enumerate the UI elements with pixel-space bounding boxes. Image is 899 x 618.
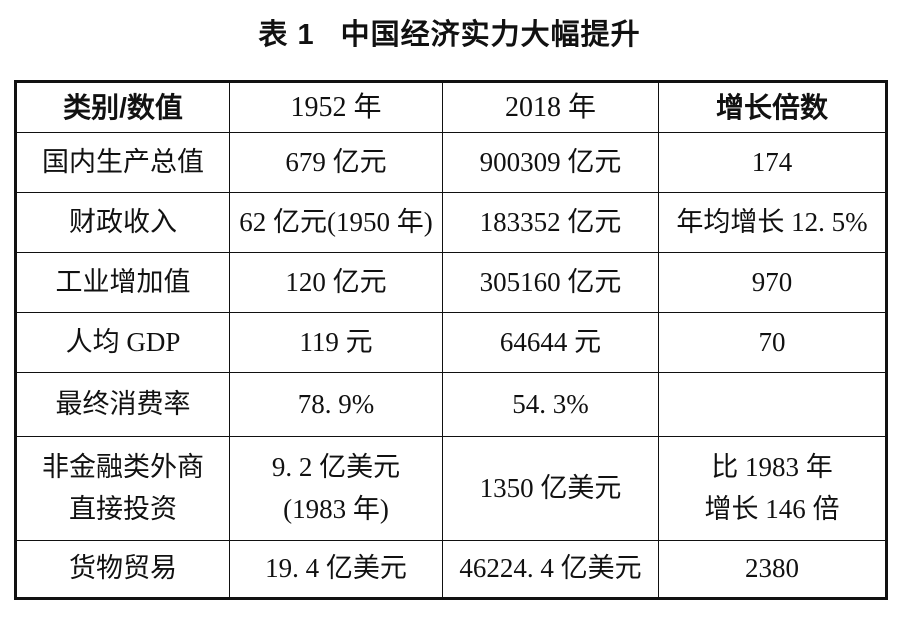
cell-2018: 183352 亿元 xyxy=(442,192,659,253)
table-header-row: 类别/数值 1952 年 2018 年增长倍数 xyxy=(15,81,887,133)
cell-growth: 70 xyxy=(658,312,887,373)
table-number-label: 表 1 xyxy=(258,19,315,51)
cell-category: 非金融类外商 直接投资 xyxy=(15,436,230,541)
column-header-1: 1952 年 xyxy=(229,81,443,133)
cell-growth: 970 xyxy=(658,252,887,313)
table-title-text: 中国经济实力大幅提升 xyxy=(340,19,641,51)
cell-growth xyxy=(658,372,887,437)
cell-1952: 9. 2 亿美元 (1983 年) xyxy=(229,436,443,541)
cell-1952: 62 亿元(1950 年) xyxy=(229,192,443,253)
table-row: 工业增加值 120 亿元 305160 亿元 970 xyxy=(15,252,887,313)
economy-comparison-table: 类别/数值 1952 年 2018 年增长倍数 国内生产总值 679 亿元 9003… xyxy=(14,80,888,600)
table-row: 人均 GDP 119 元 64644 元 70 xyxy=(15,312,887,373)
cell-1952: 679 亿元 xyxy=(229,132,443,193)
cell-category: 货物贸易 xyxy=(15,540,230,599)
cell-growth: 年均增长 12. 5% xyxy=(658,192,887,253)
cell-1952: 119 元 xyxy=(229,312,443,373)
cell-2018: 305160 亿元 xyxy=(442,252,659,313)
cell-2018: 64644 元 xyxy=(442,312,659,373)
cell-category: 财政收入 xyxy=(15,192,230,253)
cell-category: 人均 GDP xyxy=(15,312,230,373)
cell-1952: 19. 4 亿美元 xyxy=(229,540,443,599)
column-header-0: 类别/数值 xyxy=(15,81,230,133)
table-row: 非金融类外商 直接投资 9. 2 亿美元 (1983 年) 1350 亿美元 比… xyxy=(15,436,887,541)
cell-category: 最终消费率 xyxy=(15,372,230,437)
cell-growth: 2380 xyxy=(658,540,887,599)
cell-1952: 120 亿元 xyxy=(229,252,443,313)
cell-2018: 900309 亿元 xyxy=(442,132,659,193)
table-title: 表 1 中国经济实力大幅提升 xyxy=(0,16,899,54)
table-row: 国内生产总值 679 亿元 900309 亿元 174 xyxy=(15,132,887,193)
column-header-3: 增长倍数 xyxy=(658,81,887,133)
cell-growth: 174 xyxy=(658,132,887,193)
cell-1952: 78. 9% xyxy=(229,372,443,437)
cell-category: 国内生产总值 xyxy=(15,132,230,193)
table-row: 最终消费率 78. 9% 54. 3% xyxy=(15,372,887,437)
cell-category: 工业增加值 xyxy=(15,252,230,313)
cell-2018: 54. 3% xyxy=(442,372,659,437)
cell-2018: 1350 亿美元 xyxy=(442,436,659,541)
table-row: 财政收入 62 亿元(1950 年) 183352 亿元 年均增长 12. 5% xyxy=(15,192,887,253)
cell-growth: 比 1983 年 增长 146 倍 xyxy=(658,436,887,541)
cell-2018: 46224. 4 亿美元 xyxy=(442,540,659,599)
column-header-2: 2018 年 xyxy=(442,81,659,133)
table-row: 货物贸易 19. 4 亿美元 46224. 4 亿美元 2380 xyxy=(15,540,887,599)
